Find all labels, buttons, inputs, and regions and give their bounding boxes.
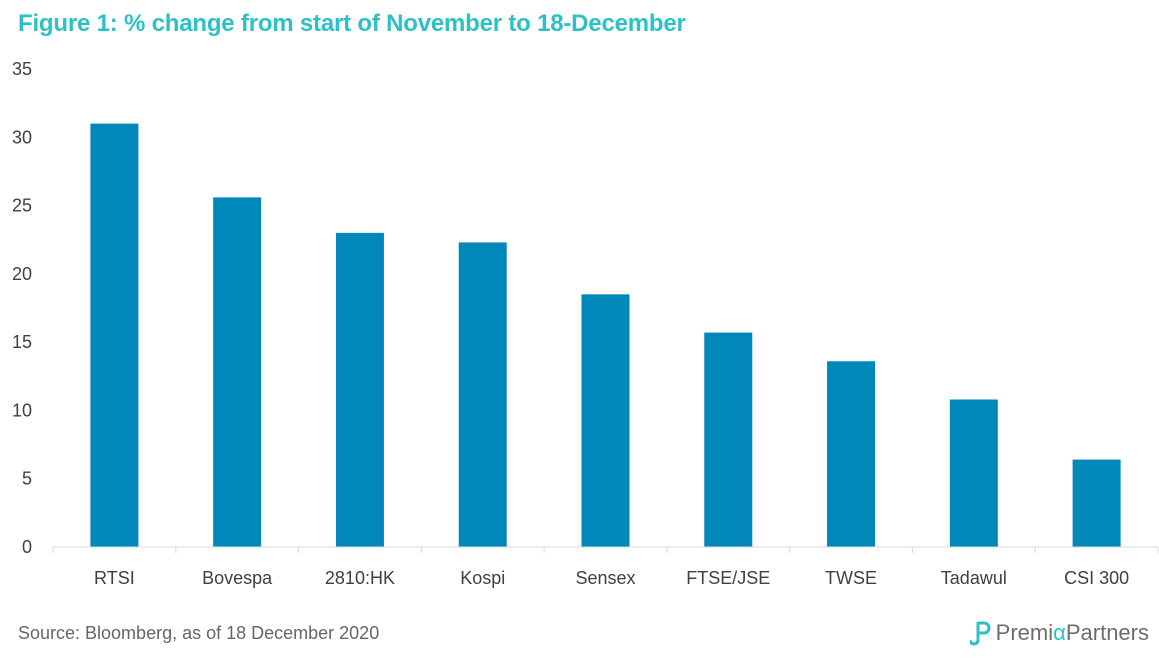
x-tick-label: 2810:HK (325, 568, 395, 588)
y-tick-label: 25 (12, 196, 32, 216)
bar (949, 399, 998, 547)
bar (458, 242, 507, 547)
x-tick-label: FTSE/JSE (686, 568, 770, 588)
bar (1072, 459, 1121, 547)
y-tick-label: 10 (12, 400, 32, 420)
x-tick-label: Kospi (460, 568, 505, 588)
y-tick-label: 15 (12, 332, 32, 352)
bar (213, 197, 262, 547)
x-tick-label: RTSI (94, 568, 135, 588)
x-tick-label: Sensex (575, 568, 635, 588)
brand-logo: Premi α Partners (969, 620, 1149, 646)
premia-logo-icon (969, 621, 991, 646)
bar (827, 361, 876, 547)
x-tick-label: Tadawul (941, 568, 1007, 588)
logo-text-partners: Partners (1065, 620, 1149, 645)
x-tick-label: Bovespa (202, 568, 273, 588)
y-tick-label: 0 (22, 537, 32, 557)
logo-text-alpha: α (1053, 620, 1066, 645)
y-tick-label: 35 (12, 59, 32, 79)
bar (335, 232, 384, 547)
y-tick-label: 30 (12, 127, 32, 147)
bar (90, 123, 139, 547)
bar (704, 332, 753, 547)
y-tick-label: 5 (22, 469, 32, 489)
logo-text-premi: Premi (995, 620, 1054, 645)
x-tick-label: TWSE (825, 568, 877, 588)
bar (581, 294, 630, 547)
source-note: Source: Bloomberg, as of 18 December 202… (18, 623, 380, 643)
y-tick-label: 20 (12, 264, 32, 284)
chart-title: Figure 1: % change from start of Novembe… (18, 10, 686, 37)
x-tick-label: CSI 300 (1064, 568, 1129, 588)
